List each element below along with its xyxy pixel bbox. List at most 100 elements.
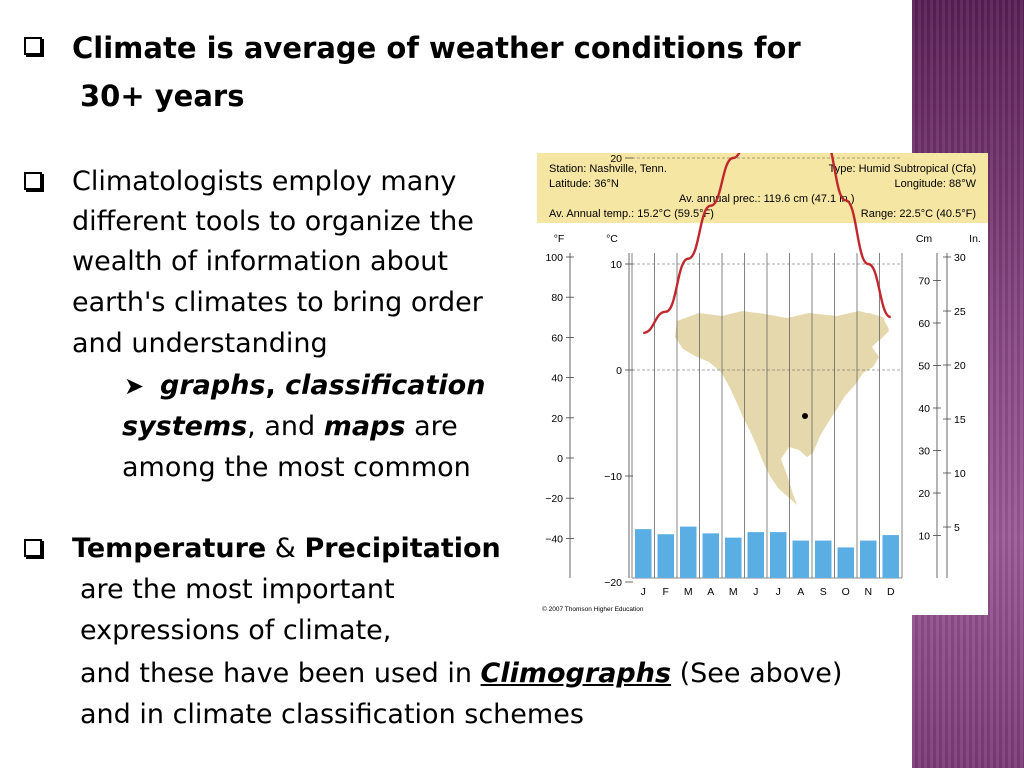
para3-line-4: and these have been used in Climographs …	[80, 654, 842, 694]
chart-longitude: Longitude: 88°W	[895, 178, 977, 190]
month-label: S	[820, 586, 827, 598]
checkbox-bullet-icon	[24, 172, 42, 190]
inches-tick-label: 20	[954, 360, 966, 372]
sub-and: , and	[247, 411, 324, 442]
precip-bar	[635, 529, 652, 578]
para3-amp: &	[266, 533, 305, 564]
month-label: A	[797, 586, 804, 598]
cm-tick-label: 50	[918, 361, 930, 373]
fahrenheit-tick-label: 20	[551, 413, 563, 425]
sub-are: are	[405, 411, 458, 442]
month-label: J	[641, 586, 646, 598]
cm-tick-label: 40	[918, 403, 930, 415]
para3-precipitation: Precipitation	[304, 533, 501, 564]
climograph-chart: Station: Nashville, Tenn. Type: Humid Su…	[537, 153, 988, 615]
greenland-map	[855, 313, 889, 341]
heading-line-1: Climate is average of weather conditions…	[72, 31, 801, 65]
month-label: D	[887, 586, 895, 598]
fahrenheit-tick-label: 40	[551, 373, 563, 385]
month-label: A	[707, 586, 714, 598]
para3-line-3: expressions of climate,	[80, 615, 392, 646]
sub-comma: ,	[265, 370, 286, 401]
unit-celsius: °C	[606, 233, 618, 245]
precip-bar	[770, 532, 787, 578]
sub-line-1: graphs, classification	[160, 366, 485, 406]
cm-tick-label: 70	[918, 276, 930, 288]
cm-tick-label: 20	[918, 488, 930, 500]
chart-annual-prec: Av. annual prec.: 119.6 cm (47.1 in.)	[679, 193, 854, 205]
month-label: O	[842, 586, 850, 598]
checkbox-bullet-icon	[24, 539, 42, 557]
para2-line-1: Climatologists employ many	[72, 166, 457, 197]
fahrenheit-tick-label: 60	[551, 332, 563, 344]
chart-station: Station: Nashville, Tenn.	[549, 163, 667, 175]
precip-bar	[725, 537, 742, 578]
fahrenheit-tick-label: 0	[557, 453, 563, 465]
para2-line-2: different tools to organize the	[72, 206, 474, 237]
celsius-tick-label: 20	[610, 153, 622, 165]
heading-line-2: 30+ years	[80, 79, 245, 113]
chart-credit: © 2007 Thomson Higher Education	[542, 605, 644, 613]
precip-bar	[860, 540, 877, 578]
celsius-tick-label: 10	[610, 259, 622, 271]
inches-tick-label: 25	[954, 306, 966, 318]
fahrenheit-tick-label: −20	[545, 493, 563, 505]
climograph-svg: Station: Nashville, Tenn. Type: Humid Su…	[537, 153, 988, 613]
month-label: J	[753, 586, 758, 598]
month-label: M	[729, 586, 738, 598]
precip-bar	[657, 534, 674, 578]
station-location-dot	[802, 413, 808, 419]
checkbox-bullet-icon	[24, 37, 42, 55]
celsius-tick-label: 0	[616, 365, 622, 377]
chart-climate-type: Type: Humid Subtropical (Cfa)	[829, 163, 976, 175]
month-label: J	[776, 586, 781, 598]
precip-bar	[680, 526, 697, 578]
cm-tick-label: 10	[918, 531, 930, 543]
precip-bar	[837, 547, 854, 578]
sub-line-2: systems, and maps are	[122, 407, 458, 447]
sub-systems: systems	[122, 411, 248, 442]
para3-line-5: and in climate classification schemes	[80, 699, 584, 730]
inches-tick-label: 10	[954, 468, 966, 480]
precip-bar	[747, 532, 764, 578]
unit-cm: Cm	[916, 233, 933, 245]
unit-fahrenheit: °F	[554, 233, 565, 245]
precip-bar	[882, 535, 899, 578]
precip-bar	[702, 533, 719, 578]
fahrenheit-tick-label: −40	[545, 533, 563, 545]
north-america-map	[675, 311, 889, 505]
fahrenheit-tick-label: 100	[545, 252, 563, 264]
para2-line-5: and understanding	[72, 328, 328, 359]
inches-tick-label: 5	[954, 522, 960, 534]
para3-line-1: Temperature & Precipitation	[72, 529, 501, 569]
month-label: F	[663, 586, 669, 598]
chart-latitude: Latitude: 36°N	[549, 178, 619, 190]
para2-line-4: earth's climates to bring order	[72, 287, 483, 318]
celsius-tick-label: −20	[604, 577, 622, 589]
month-label: M	[684, 586, 693, 598]
fahrenheit-tick-label: 80	[551, 292, 563, 304]
unit-inches: In.	[969, 233, 981, 245]
month-label: N	[864, 586, 872, 598]
sub-classification: classification	[285, 370, 486, 401]
inches-tick-label: 15	[954, 414, 966, 426]
arrow-bullet-icon: ➤	[124, 372, 145, 400]
chart-range: Range: 22.5°C (40.5°F)	[861, 208, 976, 220]
cm-tick-label: 30	[918, 446, 930, 458]
para3-temperature: Temperature	[72, 533, 267, 564]
precip-bar	[815, 540, 832, 578]
para3-line-2: are the most important	[80, 574, 395, 605]
chart-annual-temp: Av. Annual temp.: 15.2°C (59.5°F)	[549, 208, 714, 220]
celsius-tick-label: −10	[604, 471, 622, 483]
para2-line-3: wealth of information about	[72, 246, 448, 277]
sub-line-3: among the most common	[122, 452, 471, 483]
para3-line4-post: (See above)	[671, 658, 843, 689]
precip-bar	[792, 540, 809, 578]
climographs-link[interactable]: Climographs	[480, 658, 672, 689]
temperature-line	[642, 153, 892, 335]
chart-header-box	[537, 153, 988, 223]
inches-tick-label: 30	[954, 252, 966, 264]
para3-line4-pre: and these have been used in	[80, 658, 481, 689]
sub-graphs: graphs	[160, 370, 266, 401]
sub-maps: maps	[323, 411, 406, 442]
